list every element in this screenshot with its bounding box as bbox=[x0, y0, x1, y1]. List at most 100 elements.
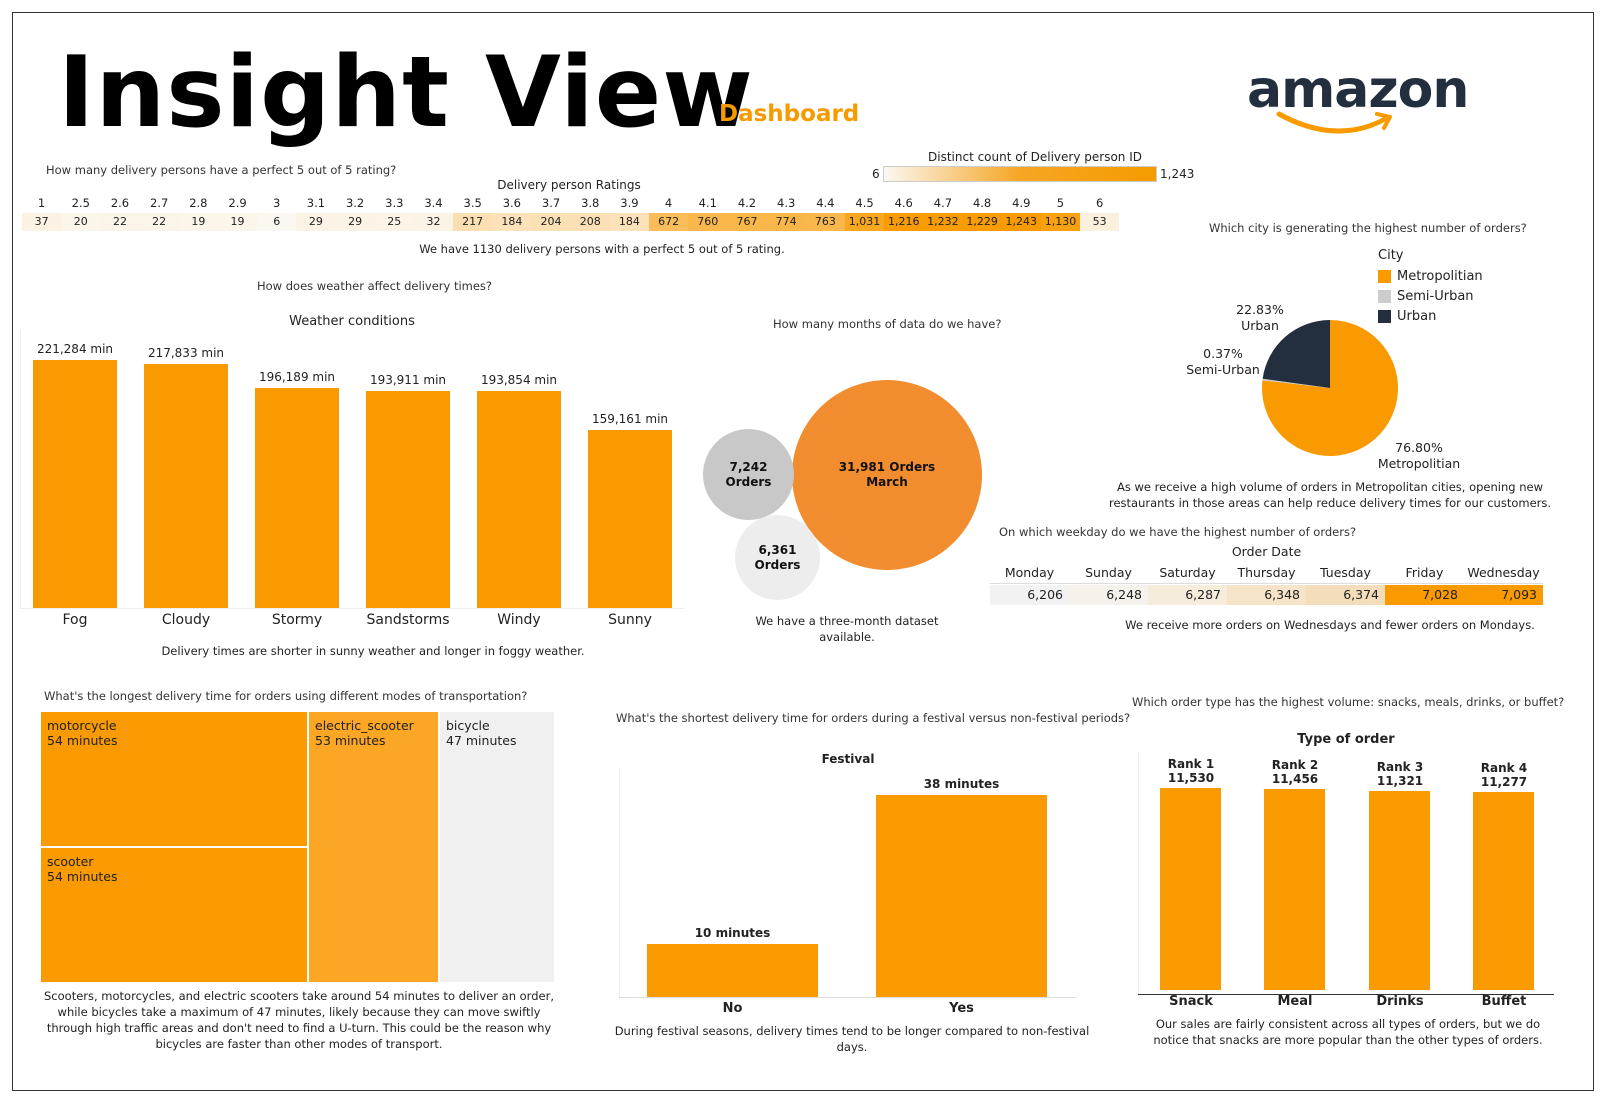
rating-count-cell: 672 bbox=[649, 213, 689, 231]
ordertype-bar-value: Rank 1 11,530 bbox=[1146, 757, 1236, 785]
treemap-motorcycle: motorcycle 54 minutes bbox=[40, 711, 308, 847]
weekday-label: Tuesday bbox=[1320, 565, 1371, 580]
rating-count-cell: 1,130 bbox=[1040, 213, 1081, 231]
weather-category-label: Sunny bbox=[608, 612, 652, 628]
weather-bar bbox=[144, 363, 228, 608]
weather-bar-value: 193,911 min bbox=[369, 372, 447, 387]
rating-label: 3.7 bbox=[541, 196, 561, 210]
weekday-label: Wednesday bbox=[1467, 565, 1540, 580]
weekday-question: On which weekday do we have the highest … bbox=[999, 525, 1357, 539]
transport-question: What's the longest delivery time for ord… bbox=[44, 689, 528, 703]
ordertype-rank-label: Rank 2 bbox=[1271, 758, 1319, 773]
rating-label: 3.1 bbox=[306, 196, 326, 210]
weather-x-axis bbox=[20, 608, 684, 609]
weather-bar bbox=[366, 390, 450, 608]
treemap-bicycle: bicycle 47 minutes bbox=[439, 711, 555, 983]
rating-label: 4 bbox=[664, 196, 673, 210]
rating-count-cell: 760 bbox=[688, 213, 728, 231]
amazon-smile-icon bbox=[1276, 111, 1392, 134]
festival-bar-value: 10 minutes bbox=[694, 925, 771, 940]
rating-label: 3.6 bbox=[502, 196, 521, 210]
rating-label: 4.1 bbox=[698, 196, 717, 210]
rating-count-cell: 1,243 bbox=[1001, 213, 1041, 231]
rating-label: 2.9 bbox=[228, 196, 247, 210]
ratings-question: How many delivery persons have a perfect… bbox=[46, 163, 397, 177]
weather-bar-value: 159,161 min bbox=[591, 411, 669, 426]
festival-x-axis bbox=[619, 997, 1076, 998]
ordertype-count-label: 11,456 bbox=[1271, 772, 1319, 787]
rating-count-cell: 19 bbox=[217, 213, 258, 231]
ordertype-bar-value: Rank 3 11,321 bbox=[1355, 760, 1445, 788]
rating-count-cell: 204 bbox=[531, 213, 571, 231]
rating-count-cell: 20 bbox=[61, 213, 101, 231]
bubble-orders-3: 6,361 Orders bbox=[735, 515, 820, 600]
ordertype-category-label: Buffet bbox=[1481, 994, 1527, 1009]
weekday-label: Sunday bbox=[1085, 565, 1132, 580]
rating-label: 4.7 bbox=[933, 196, 953, 210]
city-legend-title: City bbox=[1378, 248, 1404, 263]
rating-label: 3.5 bbox=[463, 196, 482, 210]
rating-count-cell: 53 bbox=[1080, 213, 1120, 231]
pie-label-semi-urban: 0.37% Semi-Urban bbox=[1186, 346, 1260, 377]
rating-label: 3.9 bbox=[620, 196, 639, 210]
ordertype-x-axis bbox=[1138, 994, 1554, 995]
ordertype-rank-label: Rank 3 bbox=[1376, 760, 1424, 775]
bubble-orders-2: 7,242 Orders bbox=[703, 429, 794, 520]
ordertype-note: Our sales are fairly consistent across a… bbox=[1153, 1017, 1543, 1047]
rating-count-cell: 767 bbox=[727, 213, 767, 231]
rating-label: 3.8 bbox=[581, 196, 600, 210]
festival-category-label: No bbox=[722, 1001, 743, 1016]
page-subtitle: Dashboard bbox=[719, 101, 860, 127]
transport-note: Scooters, motorcycles, and electric scoo… bbox=[44, 989, 554, 1051]
rating-label: 1 bbox=[37, 196, 46, 210]
weather-category-label: Cloudy bbox=[161, 612, 211, 628]
rating-label: 4.9 bbox=[1012, 196, 1031, 210]
city-legend: City Metropolitian Semi-Urban Urban bbox=[1378, 248, 1483, 326]
rating-label: 3.3 bbox=[385, 196, 404, 210]
ordertype-count-label: 11,277 bbox=[1480, 774, 1528, 789]
weather-bar-value: 217,833 min bbox=[147, 345, 225, 360]
weather-bar-value: 221,284 min bbox=[36, 342, 114, 356]
rating-count-cell: 25 bbox=[374, 213, 414, 231]
ratings-legend-max: 1,243 bbox=[1160, 167, 1195, 181]
weather-category-label: Fog bbox=[62, 612, 88, 628]
weather-y-axis bbox=[20, 330, 21, 608]
rating-count-cell: 763 bbox=[805, 213, 845, 231]
weekday-count-cell: 6,287 bbox=[1148, 585, 1227, 605]
weekday-label: Friday bbox=[1405, 565, 1444, 580]
dashboard-frame bbox=[12, 12, 1594, 1091]
rating-label: 2.8 bbox=[189, 196, 208, 210]
weather-question: How does weather affect delivery times? bbox=[257, 279, 493, 293]
rating-label: 4.5 bbox=[855, 196, 874, 210]
weekday-table: Monday Sunday Saturday Thursday Tuesday Frida… bbox=[990, 562, 1543, 605]
rating-count-cell: 1,216 bbox=[884, 213, 924, 231]
weather-chart-title: Weather conditions bbox=[289, 314, 415, 329]
weather-bar bbox=[588, 429, 672, 608]
ordertype-bar bbox=[1369, 791, 1430, 990]
rating-label: 4.4 bbox=[816, 196, 835, 210]
weekday-table-title: Order Date bbox=[1231, 544, 1302, 559]
rating-count-cell: 1,031 bbox=[844, 213, 885, 231]
ratings-note: We have 1130 delivery persons with a per… bbox=[419, 242, 785, 256]
ratings-table-title: Delivery person Ratings bbox=[497, 178, 641, 192]
pie-slice-semi-urban bbox=[1262, 378, 1330, 388]
city-note: As we receive a high volume of orders in… bbox=[1108, 480, 1552, 510]
pie-slice-urban bbox=[1262, 320, 1330, 388]
rating-label: 4.8 bbox=[972, 196, 992, 210]
rating-count-cell: 19 bbox=[178, 213, 218, 231]
weekday-count-cell: 7,028 bbox=[1385, 585, 1464, 605]
rating-count-cell: 22 bbox=[100, 213, 140, 231]
ordertype-rank-label: Rank 4 bbox=[1480, 760, 1528, 775]
rating-label: 4.2 bbox=[737, 196, 757, 210]
ordertype-count-label: 11,321 bbox=[1376, 774, 1424, 789]
rating-count-cell: 29 bbox=[335, 213, 375, 231]
ratings-legend-title: Distinct count of Delivery person ID bbox=[928, 150, 1142, 164]
weekday-count-cell: 6,206 bbox=[990, 585, 1069, 605]
rating-count-cell: 22 bbox=[139, 213, 179, 231]
rating-label: 2.6 bbox=[110, 196, 130, 210]
rating-count-cell: 184 bbox=[492, 213, 532, 231]
ordertype-count-label: 11,530 bbox=[1167, 771, 1215, 785]
weather-category-label: Windy bbox=[497, 612, 541, 628]
city-question: Which city is generating the highest num… bbox=[1209, 221, 1527, 235]
rating-label: 2.7 bbox=[150, 196, 169, 210]
